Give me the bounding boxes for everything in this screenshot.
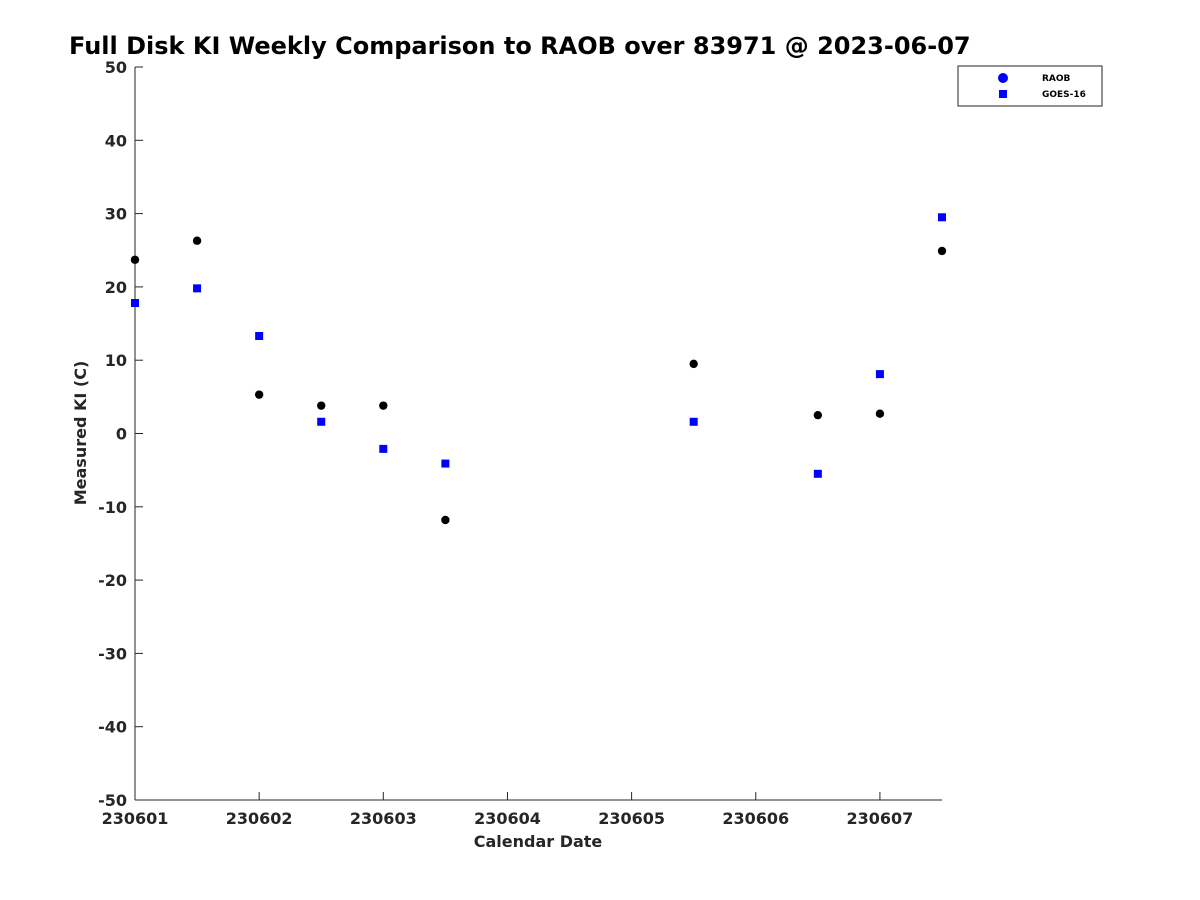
x-tick-label: 230607 [847,809,914,828]
x-axis-label: Calendar Date [474,832,603,851]
y-tick-label: -50 [98,791,127,810]
goes16-point [441,459,450,468]
goes16-point [317,417,326,426]
goes16-point [689,417,698,426]
y-tick-label: -20 [98,571,127,590]
x-tick-label: 230606 [722,809,789,828]
goes16-point [255,332,264,341]
legend-marker-circle [998,73,1008,83]
x-tick-label: 230603 [350,809,417,828]
goes16-point [193,284,202,293]
y-tick-label: 0 [116,425,127,444]
x-tick-label: 230602 [226,809,293,828]
raob-point [813,410,823,420]
legend-marker-square [999,90,1007,98]
goes16-point [938,213,946,222]
raob-point [192,236,202,245]
series-layer [130,213,947,525]
series-raob [130,236,947,525]
y-tick-label: 50 [105,58,127,77]
y-tick-label: -30 [98,644,127,663]
legend-box [957,65,1103,107]
goes16-point [131,299,139,308]
raob-point [317,401,326,410]
y-axis-ticks: 50 40 30 20 10 0 -10 -20 -30 -40 -50 [98,58,143,810]
chart-title: Full Disk KI Weekly Comparison to RAOB o… [69,32,971,60]
raob-point [441,515,450,525]
y-tick-label: 10 [105,351,127,370]
x-tick-label: 230605 [598,809,665,828]
goes16-point [379,444,388,453]
raob-point [689,359,698,369]
goes16-point [813,469,822,478]
x-axis-ticks: 230601 230602 230603 230604 230605 230606 2306… [102,792,914,828]
y-tick-label: 40 [105,131,127,150]
legend: RAOB GOES-16 [957,65,1103,107]
legend-label: RAOB [1042,74,1071,84]
series-goes-16 [131,213,946,478]
raob-point [379,401,388,410]
y-tick-label: 30 [105,205,127,224]
raob-point [254,390,264,399]
y-tick-label: -10 [98,498,127,517]
x-tick-label: 230601 [102,809,169,828]
raob-point [875,409,885,418]
goes16-point [875,370,884,379]
y-tick-label: -40 [98,718,127,737]
legend-label: GOES-16 [1042,90,1086,100]
x-tick-label: 230604 [474,809,541,828]
raob-point [937,246,947,256]
y-axis-label: Measured KI (C) [71,361,90,506]
y-tick-label: 20 [105,278,127,297]
raob-point [130,255,140,264]
